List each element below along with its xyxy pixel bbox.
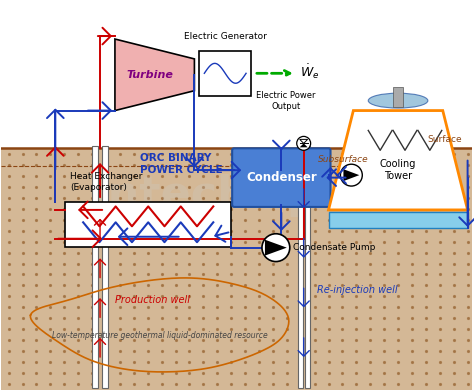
Bar — [393, 87, 403, 107]
Polygon shape — [328, 111, 467, 210]
Bar — [305, 146, 310, 388]
Circle shape — [297, 136, 310, 150]
Bar — [65, 202, 231, 247]
Text: Subsurface: Subsurface — [318, 155, 368, 164]
Text: Electric Power
Output: Electric Power Output — [256, 91, 316, 111]
Text: Condensate Pump: Condensate Pump — [293, 243, 375, 252]
Ellipse shape — [368, 93, 428, 108]
Polygon shape — [344, 169, 359, 181]
Polygon shape — [300, 143, 308, 147]
FancyBboxPatch shape — [232, 148, 330, 207]
Text: Electric Generator: Electric Generator — [184, 32, 267, 41]
Text: Surface: Surface — [427, 135, 462, 144]
Text: Production well: Production well — [115, 295, 190, 305]
Bar — [0, 148, 472, 390]
Bar — [298, 146, 303, 388]
Text: Cooling
Tower: Cooling Tower — [380, 160, 416, 181]
Text: Re-injection well: Re-injection well — [317, 285, 397, 295]
Text: IntechOpen: IntechOpen — [91, 174, 381, 217]
Bar — [200, 51, 251, 96]
Text: Turbine: Turbine — [126, 70, 173, 80]
Bar — [328, 212, 467, 228]
Text: Low-temperature geothermal liquid-dominated resource: Low-temperature geothermal liquid-domina… — [52, 330, 267, 339]
Text: $\dot{W}_e$: $\dot{W}_e$ — [300, 62, 319, 81]
Text: ORC BINARY
POWER CYCLE: ORC BINARY POWER CYCLE — [140, 153, 222, 175]
Polygon shape — [115, 39, 194, 111]
Polygon shape — [265, 240, 287, 256]
Text: Condenser: Condenser — [246, 171, 317, 184]
Bar — [92, 146, 98, 388]
Circle shape — [340, 164, 362, 186]
Circle shape — [262, 234, 290, 262]
Text: Heat Exchanger
(Evaporator): Heat Exchanger (Evaporator) — [70, 172, 143, 192]
Bar — [102, 146, 108, 388]
Polygon shape — [300, 139, 308, 143]
